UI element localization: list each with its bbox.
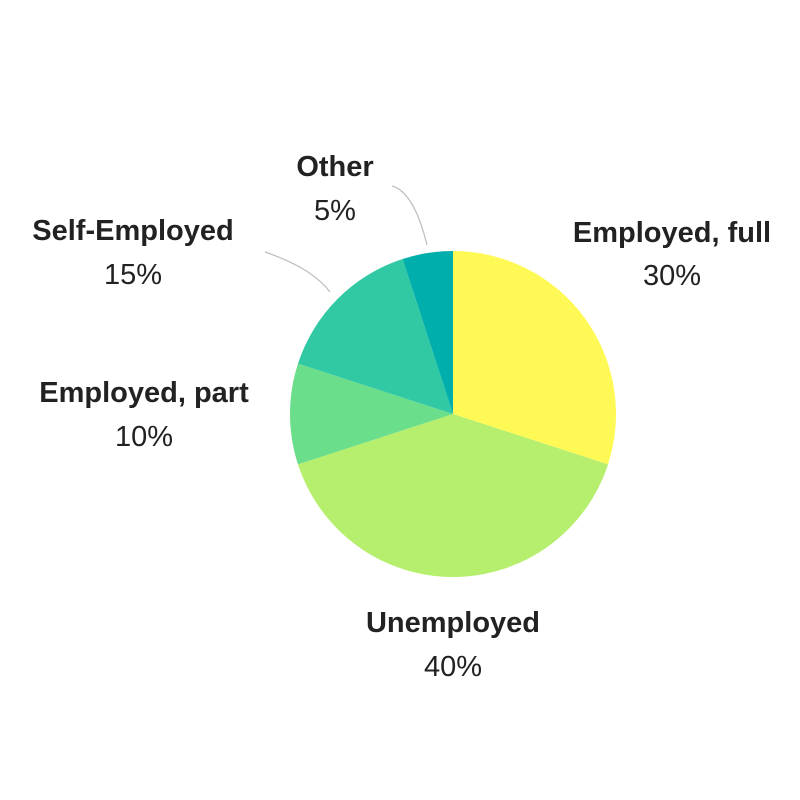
pie-slice-employed-full — [453, 251, 616, 465]
slice-value-other: 5% — [314, 195, 356, 227]
pie-slice-other — [402, 251, 453, 414]
slice-value-employed-full: 30% — [643, 260, 701, 292]
slice-label-other: Other — [296, 151, 373, 183]
pie-slice-unemployed — [297, 414, 609, 577]
leader-line-other — [391, 185, 428, 246]
leader-lines — [264, 185, 428, 293]
slice-label-employed-part: Employed, part — [39, 377, 249, 409]
slice-label-self-employed: Self-Employed — [32, 215, 233, 247]
pie-slices — [290, 251, 616, 577]
pie-slice-employed-part — [290, 363, 453, 465]
leader-line-self-employed — [264, 251, 331, 293]
slice-labels: Employed, full 30% Unemployed 40% Employ… — [32, 151, 771, 683]
slice-value-employed-part: 10% — [115, 421, 173, 453]
slice-value-self-employed: 15% — [104, 259, 162, 291]
slice-label-employed-full: Employed, full — [573, 217, 771, 249]
pie-slice-self-employed — [297, 258, 453, 414]
slice-label-unemployed: Unemployed — [366, 607, 540, 639]
slice-value-unemployed: 40% — [424, 651, 482, 683]
